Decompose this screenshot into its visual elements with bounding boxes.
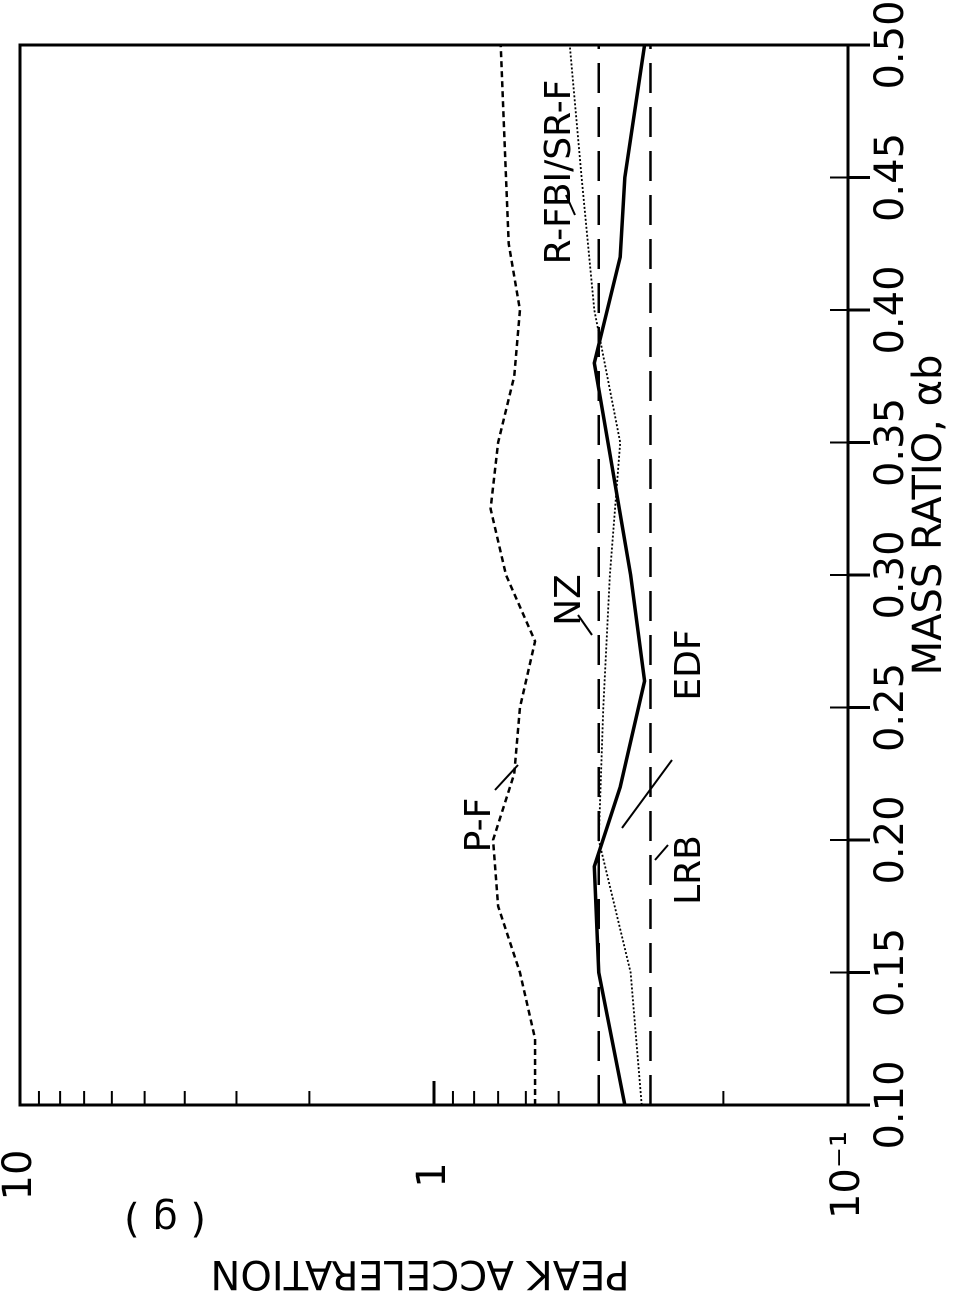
x-tick-label: 0.25 — [867, 663, 913, 752]
leader-line — [654, 844, 669, 861]
x-tick-label: 0.45 — [867, 133, 913, 222]
plot-frame — [18, 43, 850, 1107]
x-tick-label: 0.50 — [867, 0, 913, 89]
y-tick-label: 1 — [409, 1162, 455, 1187]
leader-line — [494, 764, 519, 791]
series-label: EDF — [668, 629, 709, 700]
x-tick-label: 0.30 — [867, 530, 913, 619]
series-label: P-F — [458, 798, 499, 853]
y-tick-label: 10⁻¹ — [823, 1131, 869, 1219]
leader-line — [565, 194, 576, 216]
x-tick-label: 0.40 — [867, 265, 913, 354]
leader-line — [621, 759, 673, 829]
x-axis-label: MASS RATIO, αb — [905, 355, 951, 676]
x-tick-label: 0.20 — [867, 795, 913, 884]
series-line — [592, 44, 647, 1106]
x-tick-label: 0.35 — [867, 398, 913, 487]
y-axis-unit: ( g ) — [124, 1197, 206, 1243]
series-line — [489, 44, 537, 1105]
series-label: R-FBI/SR-F — [538, 80, 579, 265]
x-tick-label: 0.10 — [867, 1060, 913, 1149]
series-label: NZ — [548, 574, 589, 626]
series-label: LRB — [668, 835, 709, 905]
y-tick-label: 10 — [0, 1150, 41, 1201]
x-tick-label: 0.15 — [867, 928, 913, 1017]
leader-line — [577, 614, 593, 636]
y-axis-label: PEAK ACCELERATION — [210, 1251, 629, 1297]
